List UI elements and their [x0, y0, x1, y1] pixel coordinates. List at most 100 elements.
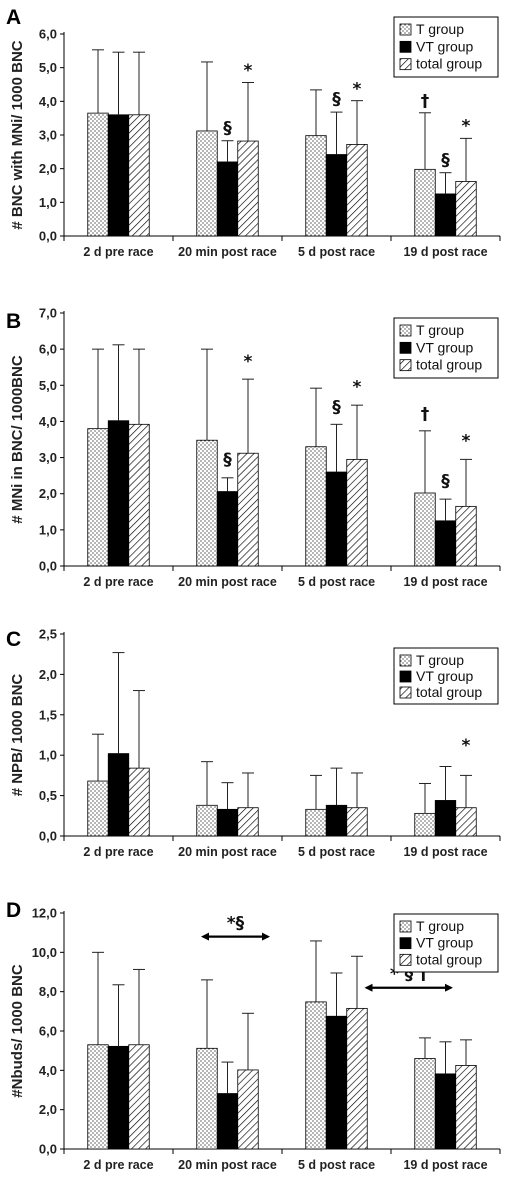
y-tick-label: 2,5: [39, 627, 57, 642]
legend-swatch: [399, 40, 412, 53]
bar-total-group: [237, 140, 259, 237]
bar-vt-group: [107, 753, 130, 837]
bar-total-group: [455, 505, 477, 567]
bar-vt-group: [107, 114, 130, 237]
bar-t-group: [87, 112, 109, 237]
x-tick-label: 19 d post race: [403, 575, 487, 589]
legend-swatch: [399, 670, 412, 683]
y-tick-label: 3,0: [39, 450, 57, 465]
legend-label: T group: [416, 918, 464, 934]
y-tick-label: 1,0: [39, 195, 57, 210]
panel-letter: A: [6, 6, 21, 29]
y-tick-label: 5,0: [39, 60, 57, 75]
bar-total-group: [346, 144, 368, 237]
bar-vt-group: [434, 800, 457, 837]
bar-t-group: [414, 168, 436, 237]
y-tick-label: 2,0: [39, 161, 57, 176]
legend-label: total group: [416, 357, 482, 373]
significance-marker: *: [244, 352, 253, 372]
bar-total-group: [237, 807, 259, 837]
significance-marker: *: [462, 432, 471, 452]
y-tick-label: 7,0: [39, 306, 57, 321]
legend-swatch: [399, 937, 412, 950]
panel-d: D #Nbuds/ 1000 BNC 0,0 2,0 4,0 6,0 8,0 10,0 12,0…: [6, 899, 501, 1172]
bar-vt-group: [325, 154, 348, 237]
y-tick-label: 3,0: [39, 128, 57, 143]
y-axis-label: # MNi in BNC/ 1000BNC: [9, 355, 26, 524]
bar-t-group: [414, 492, 436, 567]
panel-letter: C: [6, 628, 21, 651]
bar-vt-group: [434, 193, 457, 237]
x-tick-label: 19 d post race: [403, 245, 487, 259]
bar-t-group: [87, 428, 109, 567]
panel-a: A # BNC with MNi/ 1000 BNC 0,0 1,0 2,0 3,0 4,0…: [6, 6, 501, 259]
panel-letter: D: [6, 899, 21, 922]
bar-total-group: [128, 423, 150, 567]
legend-swatch: [399, 686, 412, 699]
legend-swatch: [399, 654, 412, 667]
significance-marker: §: [441, 150, 450, 170]
y-axis-label: # NPB/ 1000 BNC: [9, 674, 26, 797]
bar-vt-group: [216, 808, 239, 837]
bar-t-group: [305, 1001, 327, 1150]
y-tick-label: 6,0: [39, 342, 57, 357]
legend-label: VT group: [416, 668, 474, 684]
x-tick-label: 19 d post race: [403, 1158, 487, 1172]
x-tick-label: 20 min post race: [178, 845, 277, 859]
bar-total-group: [237, 452, 259, 567]
panel-c: C # NPB/ 1000 BNC 0,0 0,5 1,0 1,5 2,0 2,5 2 d pr…: [6, 627, 501, 859]
significance-marker: §: [441, 471, 450, 491]
y-tick-label: 0,0: [39, 229, 57, 244]
significance-marker: *: [353, 378, 362, 398]
legend-swatch: [399, 58, 412, 71]
bar-t-group: [196, 804, 218, 837]
significance-marker: *: [462, 117, 471, 137]
legend-swatch: [399, 359, 412, 372]
bar-vt-group: [216, 1093, 239, 1150]
bar-total-group: [455, 1065, 477, 1150]
legend-swatch: [399, 920, 412, 933]
y-tick-label: 6,0: [39, 1024, 57, 1039]
x-tick-label: 2 d pre race: [83, 845, 153, 859]
bar-total-group: [128, 1044, 150, 1150]
y-tick-label: 0,0: [39, 829, 57, 844]
y-tick-label: 10,0: [32, 945, 57, 960]
bar-t-group: [87, 780, 109, 837]
bar-vt-group: [216, 161, 239, 237]
bar-t-group: [196, 439, 218, 567]
x-tick-label: 19 d post race: [403, 845, 487, 859]
bar-vt-group: [325, 471, 348, 567]
bar-vt-group: [107, 420, 130, 567]
x-tick-label: 5 d post race: [298, 845, 375, 859]
bar-t-group: [305, 446, 327, 567]
y-tick-label: 0,0: [39, 1142, 57, 1157]
y-axis-label: # BNC with MNi/ 1000 BNC: [9, 40, 26, 229]
bar-total-group: [455, 181, 477, 237]
bar-vt-group: [107, 1045, 130, 1150]
bar-vt-group: [434, 520, 457, 567]
bar-total-group: [346, 458, 368, 567]
y-tick-label: 6,0: [39, 27, 57, 42]
y-tick-label: 1,0: [39, 748, 57, 763]
y-tick-label: 0,5: [39, 788, 57, 803]
bar-t-group: [305, 135, 327, 237]
y-tick-label: 4,0: [39, 94, 57, 109]
bar-vt-group: [325, 1015, 348, 1150]
significance-marker: §: [332, 90, 341, 110]
panel-letter: B: [6, 310, 21, 333]
bar-vt-group: [325, 804, 348, 837]
bar-vt-group: [434, 1073, 457, 1150]
y-tick-label: 2,0: [39, 667, 57, 682]
significance-marker: §: [332, 397, 341, 417]
significance-marker: †: [421, 405, 430, 425]
significance-marker: §: [223, 450, 232, 470]
y-tick-label: 4,0: [39, 414, 57, 429]
y-tick-label: 1,0: [39, 522, 57, 537]
x-tick-label: 5 d post race: [298, 245, 375, 259]
y-tick-label: 4,0: [39, 1063, 57, 1078]
legend-label: VT group: [416, 935, 474, 951]
significance-marker: *: [353, 80, 362, 100]
legend-label: total group: [416, 56, 482, 72]
